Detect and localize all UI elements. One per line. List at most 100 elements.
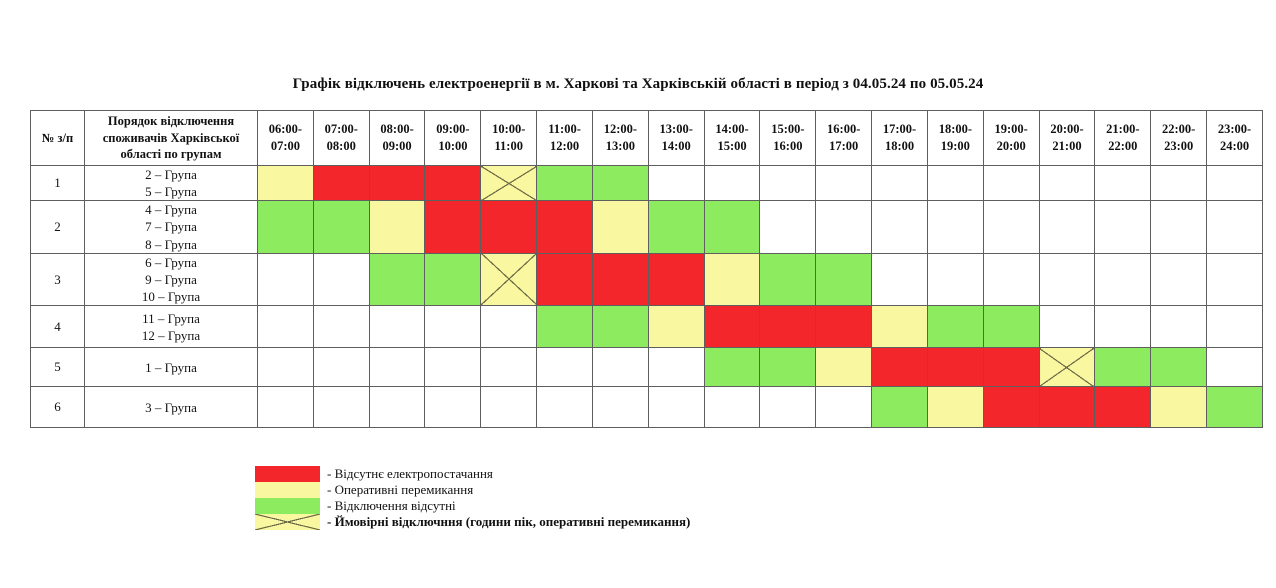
group-label: 8 – Група — [145, 236, 197, 252]
time-slot-header: 19:00- 20:00 — [982, 110, 1040, 166]
schedule-cell — [312, 386, 370, 429]
row-number: 2 — [30, 200, 85, 254]
schedule-cell — [480, 305, 538, 349]
schedule-cell — [536, 252, 593, 307]
schedule-cell — [1094, 386, 1152, 429]
schedule-cell — [982, 252, 1040, 307]
schedule-cell — [926, 164, 984, 202]
schedule-cell — [368, 252, 426, 307]
schedule-cell — [926, 305, 984, 349]
schedule-cell — [926, 347, 984, 388]
schedule-cell — [926, 200, 984, 254]
row-number: 4 — [30, 305, 85, 349]
schedule-cell — [257, 386, 314, 429]
schedule-cell — [536, 347, 593, 388]
group-label: 3 – Група — [145, 399, 197, 415]
schedule-cell — [424, 386, 482, 429]
page-title: Графік відключень електроенергії в м. Ха… — [292, 76, 984, 92]
row-groups: 11 – Група 12 – Група — [84, 305, 258, 349]
schedule-cell — [424, 200, 482, 254]
schedule-cell — [926, 386, 984, 429]
time-slot-header: 17:00- 18:00 — [871, 110, 928, 166]
schedule-cell — [1038, 386, 1096, 429]
schedule-cell — [703, 164, 761, 202]
schedule-cell — [703, 305, 761, 349]
group-label: 6 – Група — [145, 254, 197, 270]
table-row: 5 1 – Група — [30, 347, 1263, 388]
schedule-cell — [647, 305, 705, 349]
schedule-cell — [871, 200, 928, 254]
schedule-cell — [871, 164, 928, 202]
schedule-cell — [480, 252, 538, 307]
time-slot-header: 21:00- 22:00 — [1094, 110, 1152, 166]
legend-item-outage: - Відсутнє електропостачання — [255, 466, 690, 482]
time-slot-header: 14:00- 15:00 — [703, 110, 761, 166]
schedule-cell — [480, 200, 538, 254]
schedule-cell — [1150, 386, 1208, 429]
schedule-cell — [703, 200, 761, 254]
legend-item-no-outage: - Відключення відсутні — [255, 498, 690, 514]
time-slot-header: 16:00- 17:00 — [815, 110, 873, 166]
group-label: 10 – Група — [141, 289, 201, 305]
legend-item-switching: - Оперативні перемикання — [255, 482, 690, 498]
row-groups: 2 – Група 5 – Група — [84, 164, 258, 202]
row-number: 6 — [30, 386, 85, 429]
schedule-cell — [591, 305, 649, 349]
legend-swatch-outage — [255, 466, 320, 482]
schedule-cell — [815, 252, 873, 307]
schedule-cell — [1206, 347, 1263, 388]
legend-swatch-no-outage — [255, 498, 320, 514]
schedule-cell — [871, 252, 928, 307]
schedule-cell — [647, 200, 705, 254]
schedule-cell — [1206, 252, 1263, 307]
schedule-cell — [368, 347, 426, 388]
schedule-cell — [312, 252, 370, 307]
schedule-cell — [1094, 252, 1152, 307]
time-slot-header: 20:00- 21:00 — [1038, 110, 1096, 166]
row-number: 5 — [30, 347, 85, 388]
schedule-cell — [1094, 200, 1152, 254]
schedule-cell — [926, 252, 984, 307]
schedule-cell — [591, 252, 649, 307]
schedule-cell — [480, 386, 538, 429]
schedule-cell — [368, 200, 426, 254]
schedule-cell — [759, 386, 817, 429]
schedule-cell — [1038, 200, 1096, 254]
schedule-cell — [480, 347, 538, 388]
row-groups: 1 – Група — [84, 347, 258, 388]
schedule-cell — [703, 252, 761, 307]
schedule-cell — [536, 200, 593, 254]
schedule-cell — [1094, 347, 1152, 388]
group-label: 2 – Група — [145, 167, 197, 182]
schedule-cell — [257, 200, 314, 254]
time-slot-header: 18:00- 19:00 — [926, 110, 984, 166]
legend-label-outage: - Відсутнє електропостачання — [327, 466, 493, 481]
group-label: 7 – Група — [145, 219, 197, 235]
schedule-cell — [257, 252, 314, 307]
table-row: 4 11 – Група 12 – Група — [30, 305, 1263, 349]
schedule-cell — [591, 200, 649, 254]
schedule-cell — [1206, 200, 1263, 254]
schedule-cell — [871, 347, 928, 388]
schedule-cell — [1094, 305, 1152, 349]
legend: - Відсутнє електропостачання - Оперативн… — [255, 466, 690, 530]
time-slot-header: 06:00- 07:00 — [257, 110, 314, 166]
schedule-cell — [591, 347, 649, 388]
schedule-cell — [1150, 200, 1208, 254]
table-row: 6 3 – Група — [30, 386, 1263, 429]
schedule-cell — [815, 347, 873, 388]
time-slot-header: 11:00- 12:00 — [536, 110, 593, 166]
schedule-cell — [312, 200, 370, 254]
schedule-cell — [759, 347, 817, 388]
schedule-cell — [1038, 164, 1096, 202]
group-label: 4 – Група — [145, 202, 197, 218]
time-slot-header: 23:00- 24:00 — [1206, 110, 1263, 166]
schedule-cell — [759, 305, 817, 349]
schedule-cell — [759, 200, 817, 254]
schedule-cell — [871, 386, 928, 429]
schedule-cell — [759, 164, 817, 202]
schedule-cell — [536, 164, 593, 202]
schedule-cell — [647, 252, 705, 307]
group-label: 1 – Група — [145, 359, 197, 375]
table-row: 2 4 – Група 7 – Група 8 – Група — [30, 200, 1263, 254]
